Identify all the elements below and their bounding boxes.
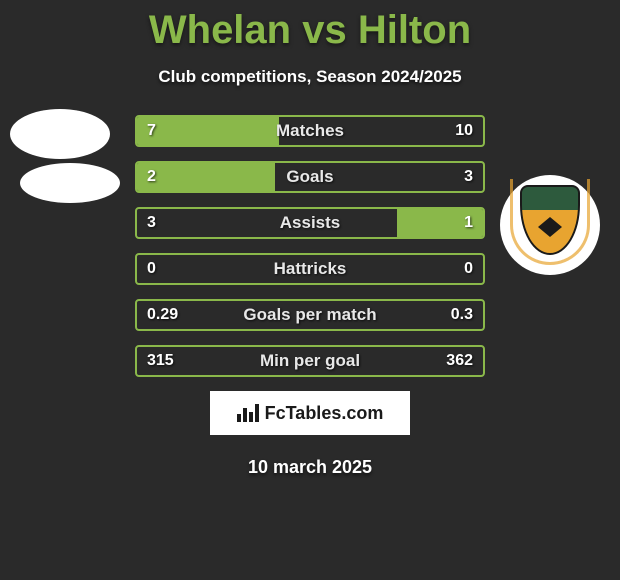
stat-label: Hattricks xyxy=(274,259,347,279)
comparison-subtitle: Club competitions, Season 2024/2025 xyxy=(0,67,620,87)
team-logo-left-placeholder-1 xyxy=(10,109,110,159)
stat-row: 3 Assists 1 xyxy=(135,207,485,239)
stat-fill-left xyxy=(137,117,279,145)
comparison-main: 7Matches102Goals33Assists10Hattricks00.2… xyxy=(0,115,620,377)
stat-label: Goals xyxy=(286,167,333,187)
bars-chart-icon xyxy=(237,404,259,422)
stat-value-left: 7 xyxy=(147,122,156,140)
stat-label: Goals per match xyxy=(243,305,376,325)
stat-row: 0 Hattricks 0 xyxy=(135,253,485,285)
stat-row: 0.29 Goals per match 0.3 xyxy=(135,299,485,331)
stat-value-right: 0 xyxy=(464,260,473,278)
source-brand-text: FcTables.com xyxy=(265,403,384,424)
stat-value-left: 3 xyxy=(147,214,156,232)
stat-value-right: 1 xyxy=(464,214,473,232)
stat-label: Assists xyxy=(280,213,340,233)
stat-label: Matches xyxy=(276,121,344,141)
stat-row: 7 Matches 10 xyxy=(135,115,485,147)
snapshot-date: 10 march 2025 xyxy=(0,457,620,478)
stat-value-left: 0 xyxy=(147,260,156,278)
team-logo-right xyxy=(500,175,600,275)
stat-value-right: 3 xyxy=(464,168,473,186)
stat-value-left: 0.29 xyxy=(147,306,178,324)
stat-row: 315 Min per goal 362 xyxy=(135,345,485,377)
stat-value-left: 315 xyxy=(147,352,174,370)
club-crest-icon xyxy=(514,185,586,265)
stat-fill-left xyxy=(137,163,275,191)
stat-bars: 7Matches102Goals33Assists10Hattricks00.2… xyxy=(135,115,485,377)
stat-value-left: 2 xyxy=(147,168,156,186)
team-logo-left-placeholder-2 xyxy=(20,163,120,203)
stat-value-right: 362 xyxy=(446,352,473,370)
stat-value-right: 10 xyxy=(455,122,473,140)
comparison-title: Whelan vs Hilton xyxy=(0,0,620,53)
stat-label: Min per goal xyxy=(260,351,360,371)
stat-row: 2 Goals 3 xyxy=(135,161,485,193)
stat-value-right: 0.3 xyxy=(451,306,473,324)
source-badge: FcTables.com xyxy=(210,391,410,435)
